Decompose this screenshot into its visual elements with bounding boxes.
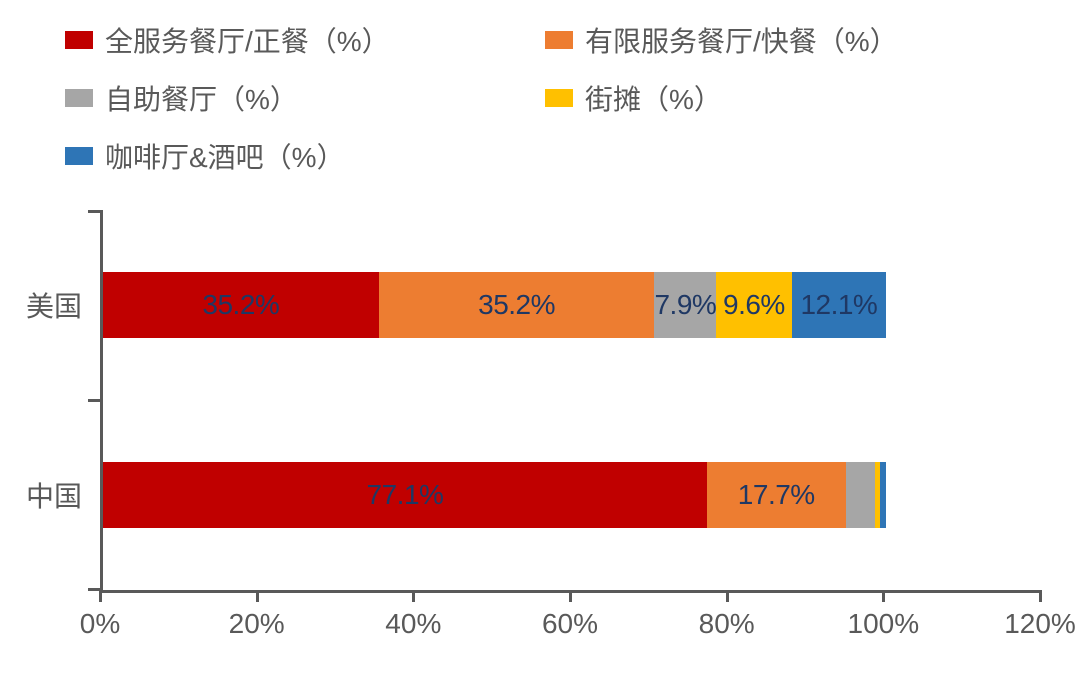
x-tick-label: 60% [542,608,598,640]
x-tick [256,590,259,602]
bar-segment-cafeteria [846,462,875,528]
x-tick [412,590,415,602]
bar-row: 77.1% 17.7% [103,462,886,528]
value-label: 17.7% [738,479,815,511]
value-label: 77.1% [367,479,444,511]
x-tick [882,590,885,602]
legend: 全服务餐厅/正餐（%） 有限服务餐厅/快餐（%） 自助餐厅（%） 街摊（%） 咖… [65,20,1025,176]
value-label: 9.6% [723,289,785,321]
legend-item-cafe-bar: 咖啡厅&酒吧（%） [65,136,545,176]
stacked-bar-chart: 全服务餐厅/正餐（%） 有限服务餐厅/快餐（%） 自助餐厅（%） 街摊（%） 咖… [0,0,1080,680]
x-tick-label: 40% [385,608,441,640]
x-tick [99,590,102,602]
bar-segment-cafe-bar: 12.1% [792,272,887,338]
legend-swatch [65,147,93,165]
x-tick [569,590,572,602]
legend-label: 自助餐厅（%） [105,78,298,118]
y-axis [100,210,103,590]
legend-item-limited-service: 有限服务餐厅/快餐（%） [545,20,1025,60]
value-label: 35.2% [202,289,279,321]
bar-segment-full-service: 77.1% [103,462,707,528]
y-category-label: 中国 [26,475,82,515]
bar-segment-cafe-bar [880,462,886,528]
value-label: 12.1% [800,289,877,321]
legend-label: 街摊（%） [585,78,722,118]
legend-swatch [545,31,573,49]
x-tick-label: 80% [699,608,755,640]
value-label: 35.2% [478,289,555,321]
legend-item-full-service: 全服务餐厅/正餐（%） [65,20,545,60]
bar-row: 35.2% 35.2% 7.9% 9.6% 12.1% [103,272,886,338]
x-tick [726,590,729,602]
legend-label: 咖啡厅&酒吧（%） [105,136,345,176]
bar-segment-cafeteria: 7.9% [654,272,716,338]
legend-label: 有限服务餐厅/快餐（%） [585,20,898,60]
y-category-label: 美国 [26,285,82,325]
legend-item-cafeteria: 自助餐厅（%） [65,78,545,118]
x-tick-label: 120% [1004,608,1076,640]
plot-area: 美国 中国 0% 20% 40% 60% 80% 100% 120% 35.2%… [100,210,1040,590]
bar-segment-full-service: 35.2% [103,272,379,338]
x-tick-label: 0% [80,608,120,640]
x-tick [1039,590,1042,602]
y-tick [88,399,100,402]
legend-swatch [545,89,573,107]
x-tick-label: 20% [229,608,285,640]
bar-segment-street: 9.6% [716,272,791,338]
legend-swatch [65,89,93,107]
x-tick-label: 100% [848,608,920,640]
legend-item-street: 街摊（%） [545,78,1025,118]
legend-swatch [65,31,93,49]
legend-label: 全服务餐厅/正餐（%） [105,20,390,60]
bar-segment-limited-service: 35.2% [379,272,655,338]
y-tick [88,210,100,213]
bar-segment-limited-service: 17.7% [707,462,846,528]
value-label: 7.9% [654,289,716,321]
